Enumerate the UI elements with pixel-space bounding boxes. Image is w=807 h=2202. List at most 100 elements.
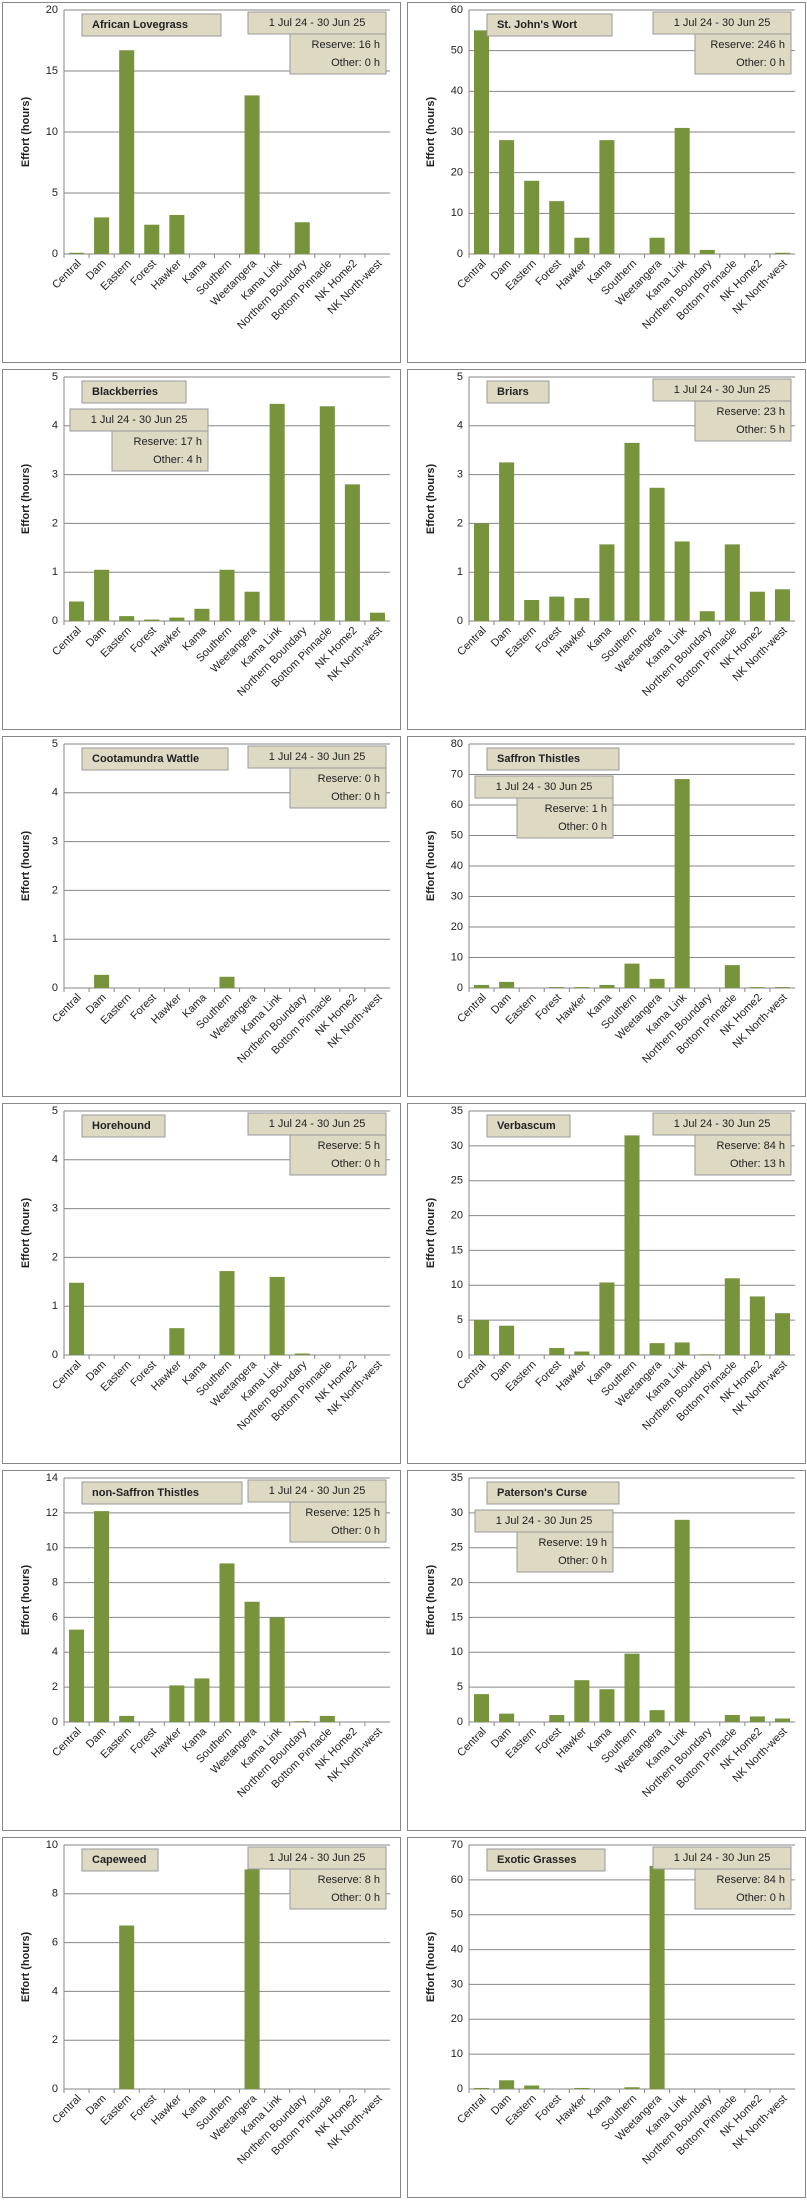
y-axis-label: Effort (hours) xyxy=(425,831,437,902)
chart-title: non-Saffron Thistles xyxy=(92,1487,199,1499)
chart-title: Paterson's Curse xyxy=(497,1487,587,1499)
bar xyxy=(549,596,565,621)
y-tick-label: 10 xyxy=(46,1542,58,1554)
bar xyxy=(69,601,85,621)
bar xyxy=(119,1715,135,1722)
y-tick-label: 10 xyxy=(451,1646,463,1658)
title-box xyxy=(486,1848,606,1872)
y-tick-label: 0 xyxy=(457,615,463,627)
y-tick-label: 6 xyxy=(52,1611,58,1623)
date-range: 1 Jul 24 - 30 Jun 25 xyxy=(269,1852,366,1864)
bar xyxy=(244,95,260,255)
y-tick-label: 5 xyxy=(457,1314,463,1326)
title-box xyxy=(81,1114,166,1138)
y-tick-label: 10 xyxy=(451,207,463,219)
y-tick-label: 40 xyxy=(451,85,463,97)
date-range: 1 Jul 24 - 30 Jun 25 xyxy=(674,384,771,396)
reserve-total: Reserve: 84 h xyxy=(717,1140,785,1152)
bar xyxy=(549,1348,565,1355)
y-tick-label: 0 xyxy=(52,1716,58,1728)
y-tick-label: 0 xyxy=(52,615,58,627)
bar xyxy=(119,50,135,255)
y-tick-label: 3 xyxy=(52,1203,58,1215)
y-tick-label: 4 xyxy=(52,420,58,432)
bar xyxy=(294,1353,310,1355)
y-tick-label: 3 xyxy=(457,469,463,481)
bar xyxy=(699,611,715,621)
title-box xyxy=(486,747,620,771)
y-tick-label: 20 xyxy=(451,167,463,179)
y-tick-label: 1 xyxy=(52,933,58,945)
totals-box xyxy=(289,767,387,809)
date-range: 1 Jul 24 - 30 Jun 25 xyxy=(674,1118,771,1130)
chart-title: Cootamundra Wattle xyxy=(92,753,199,765)
y-tick-label: 20 xyxy=(451,1209,463,1221)
bar xyxy=(699,1354,715,1355)
bar xyxy=(549,987,565,988)
y-tick-label: 2 xyxy=(52,2034,58,2046)
bar xyxy=(499,1325,515,1355)
bar xyxy=(749,1716,765,1722)
title-box xyxy=(81,1848,159,1872)
bar xyxy=(649,1865,665,2089)
bar xyxy=(674,1342,690,1355)
y-tick-label: 2 xyxy=(52,1251,58,1263)
bar xyxy=(599,1689,615,1722)
bar xyxy=(474,1320,490,1355)
title-box xyxy=(81,380,187,404)
y-tick-label: 4 xyxy=(457,420,463,432)
y-tick-label: 0 xyxy=(52,248,58,260)
bar xyxy=(774,589,790,621)
other-total: Other: 0 h xyxy=(331,1892,380,1904)
y-tick-label: 10 xyxy=(46,126,58,138)
bar xyxy=(699,249,715,254)
bar xyxy=(624,442,640,621)
title-box xyxy=(81,13,222,37)
bar xyxy=(194,1678,210,1722)
other-total: Other: 0 h xyxy=(558,821,607,833)
bar xyxy=(269,1276,285,1355)
totals-box xyxy=(694,1868,792,1910)
title-box xyxy=(81,747,229,771)
bar xyxy=(499,140,515,254)
chart-title: Capeweed xyxy=(92,1854,146,1866)
bar xyxy=(499,462,515,621)
bar xyxy=(549,1715,565,1722)
y-tick-label: 10 xyxy=(451,951,463,963)
totals-box xyxy=(111,430,209,472)
y-tick-label: 0 xyxy=(52,1349,58,1361)
y-tick-label: 1 xyxy=(457,566,463,578)
y-tick-label: 15 xyxy=(46,65,58,77)
bar xyxy=(244,591,260,621)
bar xyxy=(194,608,210,621)
y-tick-label: 4 xyxy=(52,787,58,799)
chart-title: Horehound xyxy=(92,1120,151,1132)
y-tick-label: 0 xyxy=(457,248,463,260)
date-range: 1 Jul 24 - 30 Jun 25 xyxy=(496,1515,593,1527)
bar xyxy=(294,1721,310,1722)
totals-box xyxy=(289,1134,387,1176)
bar xyxy=(499,1713,515,1722)
bar xyxy=(674,779,690,988)
chart-title: Exotic Grasses xyxy=(497,1854,577,1866)
y-tick-label: 60 xyxy=(451,4,463,16)
bar xyxy=(649,978,665,988)
bar xyxy=(774,987,790,988)
bar xyxy=(574,237,590,254)
y-tick-label: 5 xyxy=(457,371,463,383)
y-tick-label: 5 xyxy=(52,738,58,750)
y-tick-label: 40 xyxy=(451,1943,463,1955)
date-range: 1 Jul 24 - 30 Jun 25 xyxy=(269,1485,366,1497)
y-axis-label: Effort (hours) xyxy=(20,1565,32,1636)
bar xyxy=(599,984,615,988)
y-tick-label: 0 xyxy=(52,2083,58,2095)
reserve-total: Reserve: 5 h xyxy=(318,1140,380,1152)
other-total: Other: 0 h xyxy=(331,1525,380,1537)
y-tick-label: 0 xyxy=(457,1716,463,1728)
